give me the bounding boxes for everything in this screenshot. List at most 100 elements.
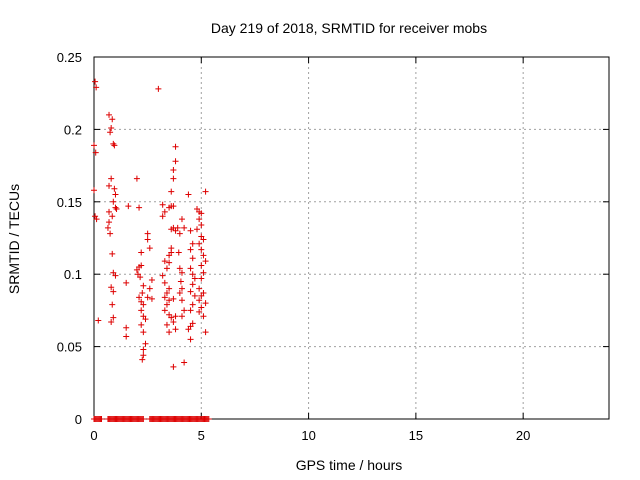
data-point — [191, 292, 198, 299]
data-point — [123, 279, 130, 286]
data-point — [187, 288, 194, 295]
data-point — [168, 226, 175, 233]
x-tick-label: 15 — [409, 428, 423, 443]
data-point — [202, 300, 209, 307]
data-point — [144, 294, 151, 301]
data-point — [170, 175, 177, 182]
data-point — [189, 240, 196, 247]
data-point — [140, 329, 147, 336]
data-point — [125, 203, 132, 210]
data-point — [107, 230, 114, 237]
data-point — [146, 285, 153, 292]
data-point — [161, 258, 168, 265]
data-point — [112, 204, 119, 211]
data-point — [166, 297, 173, 304]
data-point — [176, 265, 183, 272]
data-point — [200, 252, 207, 259]
data-point — [109, 213, 116, 220]
data-point — [198, 304, 205, 311]
data-point — [142, 316, 149, 323]
data-point — [172, 313, 179, 320]
data-point — [177, 278, 184, 285]
data-point — [187, 227, 194, 234]
data-point — [198, 246, 205, 253]
data-point — [163, 265, 170, 272]
data-point — [142, 340, 149, 347]
data-point — [92, 213, 99, 220]
x-tick-label: 0 — [90, 428, 97, 443]
chart-title: Day 219 of 2018, SRMTID for receiver mob… — [211, 20, 487, 36]
data-point — [176, 230, 183, 237]
data-point — [168, 188, 175, 195]
data-point — [91, 187, 97, 194]
data-point — [172, 143, 179, 150]
data-point — [196, 308, 203, 315]
data-point — [170, 318, 177, 325]
data-point — [172, 326, 179, 333]
data-point — [138, 262, 145, 269]
data-point — [181, 307, 188, 314]
x-tick-label: 10 — [301, 428, 315, 443]
plot-frame — [93, 56, 610, 420]
data-point — [136, 204, 143, 211]
data-point — [200, 236, 207, 243]
data-point — [106, 182, 113, 189]
data-point — [148, 295, 155, 302]
data-point — [93, 216, 100, 223]
data-point — [106, 111, 113, 118]
data-point — [205, 416, 212, 422]
data-point — [189, 301, 196, 308]
data-point — [140, 416, 147, 422]
data-point — [187, 246, 194, 253]
y-tick-label: 0.2 — [64, 122, 82, 137]
data-point — [181, 224, 188, 231]
data-point — [155, 85, 162, 92]
data-point — [170, 295, 177, 302]
data-point — [189, 281, 196, 288]
data-point — [109, 116, 116, 123]
data-point — [137, 274, 144, 281]
data-point — [92, 78, 99, 85]
data-point — [191, 275, 198, 282]
data-point — [194, 226, 200, 233]
y-axis-label: SRMTID / TECUs — [6, 184, 22, 294]
data-point — [109, 301, 116, 308]
grid-lines — [94, 57, 609, 419]
data-point — [111, 142, 118, 149]
data-point — [166, 285, 173, 292]
data-points — [91, 78, 212, 422]
data-point — [159, 272, 166, 279]
data-point — [161, 294, 168, 301]
data-point — [138, 249, 145, 256]
data-point — [163, 321, 170, 328]
data-point — [178, 216, 185, 223]
data-point — [178, 269, 185, 276]
data-point — [163, 290, 170, 297]
data-point — [123, 324, 130, 331]
data-point — [93, 84, 100, 91]
data-point — [187, 307, 194, 314]
data-point — [170, 203, 177, 210]
data-point — [139, 290, 146, 297]
data-point — [181, 359, 188, 366]
data-point — [196, 240, 203, 247]
data-point — [175, 249, 182, 256]
data-point — [161, 279, 168, 286]
data-point — [185, 326, 192, 333]
data-point — [91, 142, 97, 149]
y-tick-label: 0.15 — [57, 195, 82, 210]
data-point — [140, 346, 147, 353]
data-point — [163, 301, 170, 308]
data-point — [106, 208, 113, 215]
data-point — [200, 313, 207, 320]
data-point — [109, 250, 116, 257]
data-point — [185, 191, 192, 198]
data-point — [187, 265, 194, 272]
data-point — [110, 198, 117, 205]
data-point — [196, 297, 203, 304]
data-point — [144, 236, 151, 243]
data-point — [178, 313, 185, 320]
data-point — [106, 219, 113, 226]
data-point — [168, 314, 175, 321]
